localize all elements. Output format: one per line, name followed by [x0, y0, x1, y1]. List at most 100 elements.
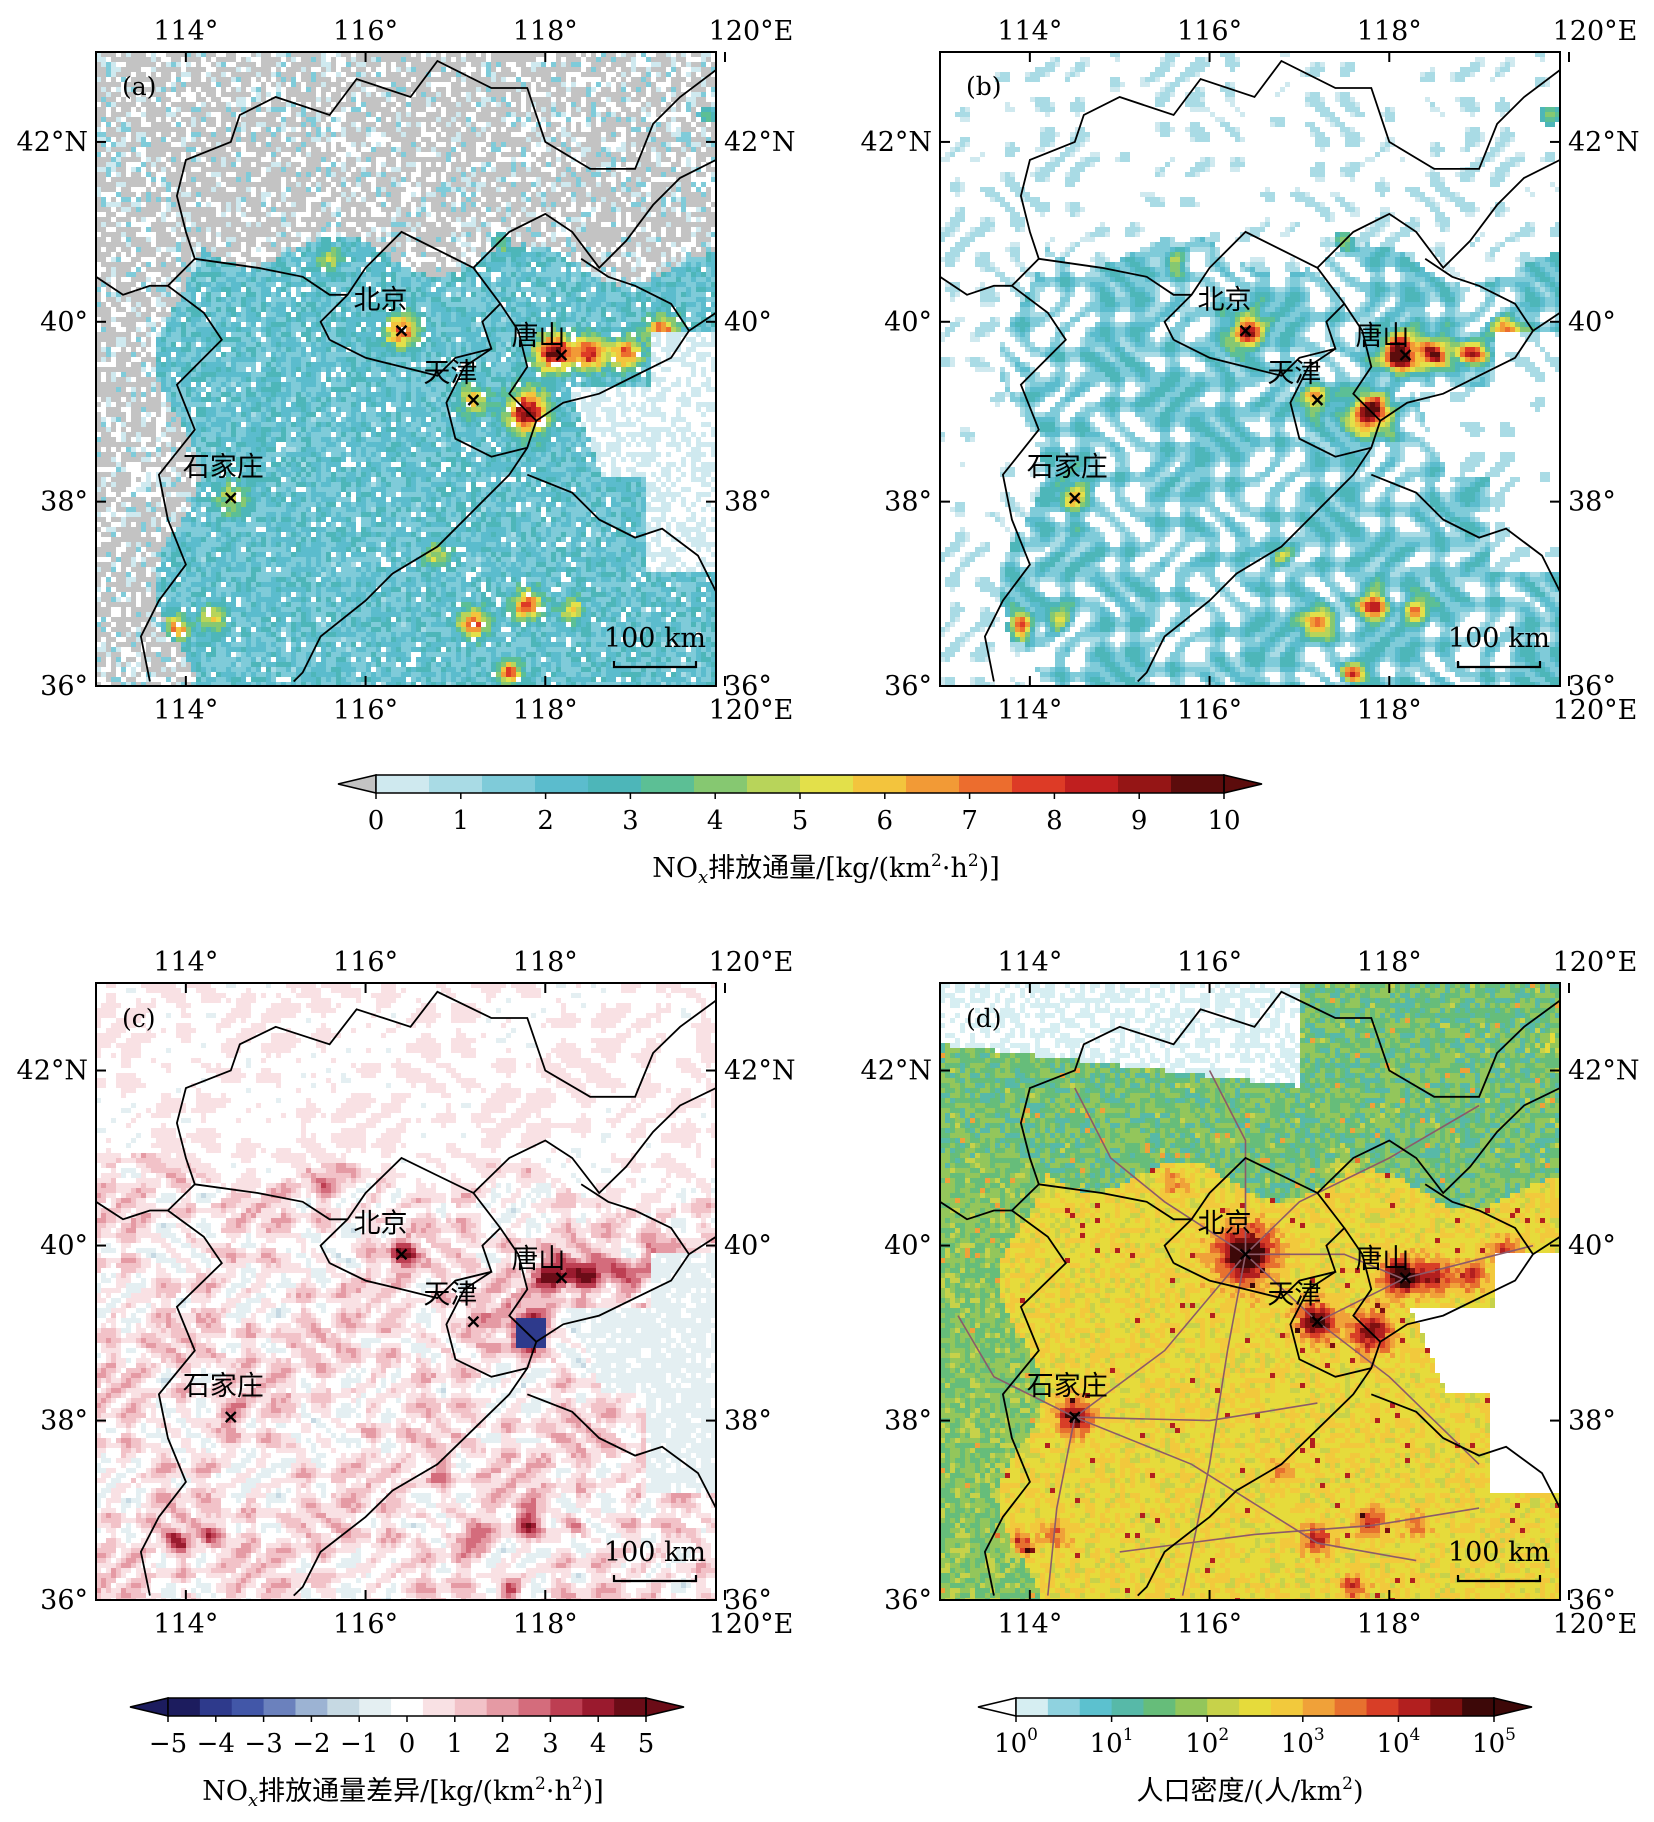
colorbar-tick-label: 2	[494, 1729, 511, 1759]
lon-tick-label: 116°	[1177, 695, 1242, 726]
lon-tick-label: 118°	[1357, 947, 1422, 978]
colorbar-tick-label: 8	[1046, 806, 1063, 836]
colorbar-swatch	[550, 1698, 582, 1716]
colorbar-swatch	[232, 1698, 264, 1716]
city-label: 北京	[354, 1208, 408, 1239]
colorbar-swatch	[1367, 1698, 1399, 1716]
colorbar-tick-label: 101	[1090, 1725, 1134, 1759]
colorbar-emission: 0 1 2 3 4 5 6 7 8 9 10	[338, 775, 1262, 836]
colorbar-swatch	[582, 1698, 614, 1716]
difference-grid-c	[96, 983, 716, 1603]
colorbar-swatch	[423, 1698, 455, 1716]
lat-tick-label: 42°N	[724, 1056, 795, 1087]
lat-tick-label: 42°N	[861, 127, 932, 158]
colorbar-tick-label: −1	[340, 1729, 378, 1759]
lat-tick-label: 40°	[1568, 1231, 1616, 1262]
colorbar-swatch	[1065, 775, 1119, 793]
colorbar-swatch	[1239, 1698, 1271, 1716]
lat-tick-label: 42°N	[1568, 1056, 1639, 1087]
colorbar-tick-label: 5	[792, 806, 809, 836]
colorbar-tick-label: 104	[1376, 1725, 1420, 1759]
colorbar-swatch	[1175, 1698, 1207, 1716]
emission-grid-b	[940, 52, 1560, 687]
lat-tick-label: 42°N	[724, 127, 795, 158]
lon-tick-label: 116°	[1177, 1609, 1242, 1640]
lon-tick-label: 118°	[513, 947, 578, 978]
colorbar-arrow-left	[338, 775, 376, 793]
colorbar-arrow-right	[1224, 775, 1262, 793]
colorbar-swatch	[376, 775, 430, 793]
lat-tick-label: 40°	[40, 1231, 88, 1262]
lon-tick-label: 118°	[1357, 16, 1422, 47]
colorbar-swatch	[487, 1698, 519, 1716]
colorbar-tick-label: −4	[197, 1729, 235, 1759]
lat-tick-label: 38°	[724, 487, 772, 518]
colorbar-tick-label: 2	[537, 806, 554, 836]
lat-tick-label: 38°	[884, 487, 932, 518]
city-label: 北京	[1198, 285, 1252, 316]
colorbar-arrow-right	[646, 1698, 684, 1716]
colorbar-tick-label: −3	[244, 1729, 282, 1759]
lon-tick-label: 116°	[333, 1609, 398, 1640]
city-label: 天津	[423, 1280, 477, 1311]
colorbar-swatch	[482, 775, 536, 793]
city-label: 石家庄	[1027, 1371, 1108, 1402]
colorbar-emission-title: NOx排放通量/[kg/(km2·h2)]	[652, 851, 1000, 888]
lat-tick-label: 40°	[884, 307, 932, 338]
colorbar-tick-label: 3	[622, 806, 639, 836]
lat-tick-label: 38°	[40, 487, 88, 518]
colorbar-swatch	[1462, 1698, 1494, 1716]
colorbar-swatch	[959, 775, 1013, 793]
colorbar-swatch	[1048, 1698, 1080, 1716]
colorbar-swatch	[535, 775, 589, 793]
colorbar-arrow-left	[978, 1698, 1016, 1716]
lat-tick-label: 36°	[724, 671, 772, 702]
city-label: 天津	[1267, 358, 1321, 389]
colorbar-swatch	[747, 775, 801, 793]
city-label: 石家庄	[183, 452, 264, 483]
colorbar-swatch	[1143, 1698, 1175, 1716]
city-label: 唐山	[1355, 321, 1409, 352]
colorbar-tick-label: 9	[1131, 806, 1148, 836]
colorbar-swatch	[1080, 1698, 1112, 1716]
colorbar-swatch	[1303, 1698, 1335, 1716]
city-label: 石家庄	[183, 1371, 264, 1402]
lat-tick-label: 40°	[1568, 307, 1616, 338]
colorbar-swatch	[1118, 775, 1172, 793]
colorbar-tick-label: 105	[1472, 1725, 1516, 1759]
colorbar-population: 100 101 102 103 104 105	[978, 1698, 1532, 1759]
colorbar-swatch	[1430, 1698, 1462, 1716]
colorbar-population-title: 人口密度/(人/km2)	[1136, 1774, 1363, 1807]
colorbar-tick-label: 102	[1185, 1725, 1229, 1759]
lon-tick-label: 120°E	[709, 16, 794, 47]
lat-tick-label: 38°	[1568, 487, 1616, 518]
city-label: 唐山	[511, 321, 565, 352]
panel-label-a: (a)	[122, 72, 156, 101]
lon-tick-label: 118°	[1357, 695, 1422, 726]
lat-tick-label: 42°N	[1568, 127, 1639, 158]
lat-tick-label: 40°	[40, 307, 88, 338]
city-label: 北京	[354, 285, 408, 316]
scale-bar-label: 100 km	[1448, 1537, 1550, 1568]
lon-tick-label: 114°	[153, 947, 218, 978]
lon-tick-label: 120°E	[1553, 16, 1638, 47]
lon-tick-label: 118°	[513, 16, 578, 47]
lat-tick-label: 36°	[724, 1585, 772, 1616]
lon-tick-label: 114°	[153, 695, 218, 726]
colorbar-swatch	[1207, 1698, 1239, 1716]
colorbar-tick-label: 0	[399, 1729, 416, 1759]
city-label: 石家庄	[1027, 452, 1108, 483]
colorbar-swatch	[1171, 775, 1225, 793]
lon-tick-label: 118°	[513, 1609, 578, 1640]
lat-tick-label: 38°	[40, 1406, 88, 1437]
colorbar-tick-label: 4	[707, 806, 724, 836]
emission-grid-a	[96, 52, 716, 687]
colorbar-arrow-right	[1494, 1698, 1532, 1716]
lat-tick-label: 40°	[724, 307, 772, 338]
colorbar-tick-label: 10	[1207, 806, 1240, 836]
lat-tick-label: 36°	[40, 671, 88, 702]
